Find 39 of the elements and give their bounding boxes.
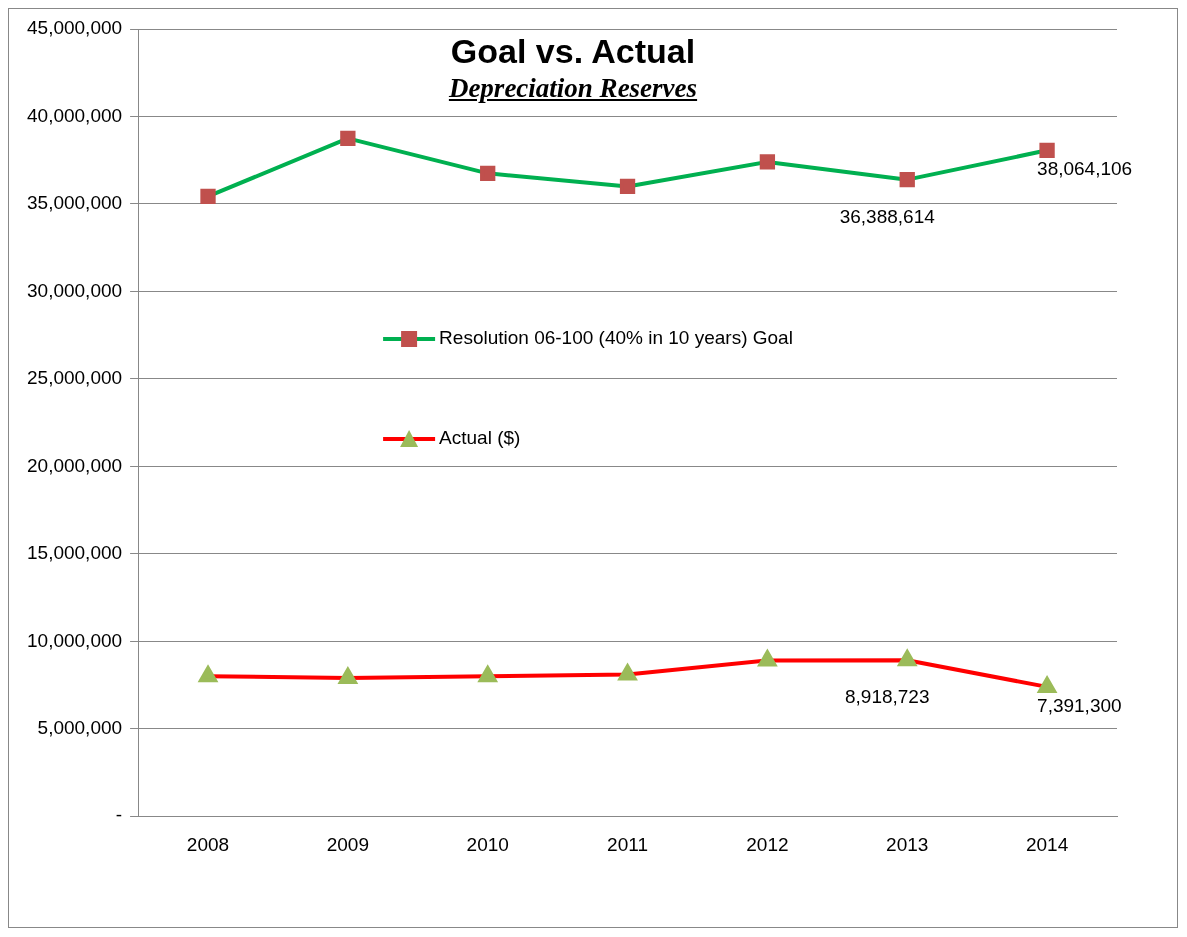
y-tick-label: 5,000,000	[37, 716, 123, 738]
y-tick-label: 20,000,000	[27, 454, 123, 476]
x-tick-label: 2010	[466, 833, 509, 855]
data-label: 36,388,614	[839, 205, 936, 227]
data-label: 8,918,723	[844, 686, 930, 708]
point	[338, 668, 357, 684]
point	[1039, 142, 1055, 158]
y-tick-label: -	[115, 804, 123, 826]
x-tick-label: 2013	[886, 833, 929, 855]
x-tick-label: 2014	[1025, 833, 1069, 855]
y-tick-label: 45,000,000	[27, 17, 123, 39]
x-tick-label: 2008	[186, 833, 230, 855]
y-tick-label: 30,000,000	[27, 279, 123, 301]
y-tick-label: 15,000,000	[27, 542, 123, 564]
point	[480, 165, 496, 181]
point	[619, 178, 636, 195]
point	[199, 666, 217, 683]
x-tick-label: 2011	[607, 833, 648, 855]
point	[759, 154, 776, 170]
x-tick-label: 2012	[746, 833, 789, 855]
point	[200, 188, 216, 205]
point	[478, 666, 497, 683]
y-tick-label: 10,000,000	[27, 629, 123, 651]
data-label: 38,064,106	[1037, 158, 1133, 180]
y-tick-label: 40,000,000	[27, 104, 123, 126]
text: Depreciation Reserves	[447, 72, 699, 105]
data-label: 7,391,300	[1037, 694, 1122, 716]
point	[340, 130, 356, 146]
point	[898, 650, 917, 667]
chart-title: Goal vs. Actual	[450, 32, 696, 70]
point	[757, 648, 778, 667]
legend-label: Actual ($)	[439, 427, 521, 449]
y-tick-label: 25,000,000	[27, 367, 123, 389]
point	[618, 664, 637, 681]
legend-label: Resolution 06-100 (40% in 10 years) Goal	[439, 327, 793, 349]
y-tick-label: 35,000,000	[27, 192, 123, 214]
point	[1038, 676, 1057, 693]
x-tick-label: 2009	[326, 833, 369, 855]
point	[899, 171, 915, 188]
